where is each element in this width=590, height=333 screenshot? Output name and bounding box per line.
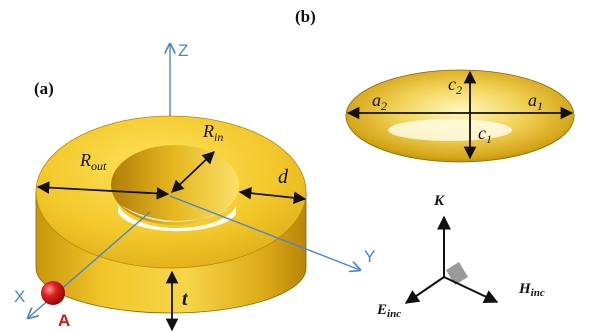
h-vector (443, 276, 499, 303)
e-vector (404, 276, 445, 304)
e-letter: E (376, 302, 387, 318)
h-sub: inc (531, 287, 545, 299)
y-axis-line (169, 195, 360, 270)
point-a-label: A (58, 311, 70, 330)
x-axis-label: X (14, 287, 25, 306)
c2-sub: 2 (456, 83, 462, 97)
point-a-marker (41, 281, 65, 305)
d-arrow (238, 186, 307, 205)
r-out-arrow (36, 181, 170, 200)
a1-sub: 1 (537, 99, 543, 113)
c2-label: c2 (448, 74, 462, 97)
r-in-sub: in (214, 130, 223, 144)
r-in-letter: R (202, 121, 214, 141)
r-in-arrow (171, 151, 215, 193)
k-label: K (433, 193, 445, 209)
r-in-label: Rin (202, 121, 223, 144)
a2-letter: a (372, 90, 381, 110)
c2-letter: c (448, 74, 456, 94)
panel-a-label: (a) (34, 79, 54, 98)
ring-hole-floor (118, 204, 236, 232)
r-out-letter: R (79, 150, 91, 170)
e-sub: inc (387, 308, 401, 320)
r-out-label: Rout (79, 150, 107, 173)
a2-sub: 2 (381, 99, 387, 113)
t-label: t (182, 288, 189, 310)
r-out-sub: out (91, 159, 107, 173)
a1-letter: a (528, 90, 537, 110)
c1-label: c1 (478, 123, 492, 146)
panel-b-label: (b) (295, 7, 316, 26)
d-label: d (278, 166, 289, 188)
h-label: Hinc (518, 281, 545, 299)
c1-letter: c (478, 123, 486, 143)
a1-label: a1 (528, 90, 543, 113)
ring-hole-opening (120, 205, 234, 222)
a2-label: a2 (372, 90, 387, 113)
y-axis-label: Y (364, 247, 375, 266)
h-letter: H (518, 281, 532, 297)
ellipsoid-highlight (388, 119, 512, 141)
c1-sub: 1 (486, 132, 492, 146)
e-label: Einc (376, 302, 401, 320)
field-plane-square (446, 262, 468, 285)
z-axis-label: Z (178, 41, 188, 60)
